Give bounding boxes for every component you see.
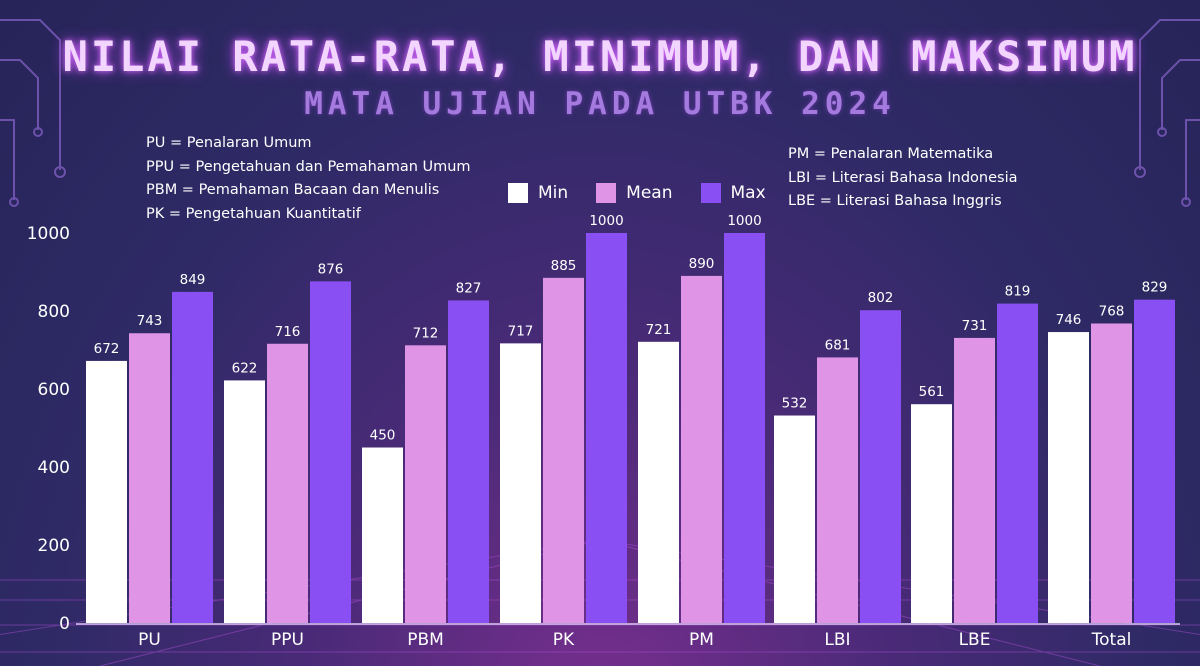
bar-min-pm <box>638 341 679 623</box>
bar-max-lbe <box>997 303 1038 623</box>
abbreviation-list-right: PM = Penalaran Matematika LBI = Literasi… <box>788 143 1018 214</box>
y-tick-label: 1000 <box>27 224 70 244</box>
legend-item-max: Max <box>700 183 766 203</box>
data-label-min-ppu: 622 <box>232 360 258 376</box>
bar-max-lbi <box>860 310 901 623</box>
legend-item-min: Min <box>508 183 568 203</box>
abbreviation-list-left: PU = Penalaran Umum PPU = Pengetahuan da… <box>146 132 471 226</box>
legend-label-mean: Mean <box>626 183 673 203</box>
y-tick-label: 400 <box>38 458 70 478</box>
abbreviation-pu: PU = Penalaran Umum <box>146 135 312 151</box>
data-label-mean-lbi: 681 <box>825 337 851 353</box>
chart-subtitle: MATA UJIAN PADA UTBK 2024 <box>304 86 896 122</box>
data-label-mean-pbm: 712 <box>413 325 439 341</box>
bar-mean-total <box>1091 323 1132 623</box>
bar-mean-pm <box>681 275 722 623</box>
bar-mean-pu <box>129 333 170 623</box>
data-label-max-lbe: 819 <box>1005 284 1031 300</box>
data-label-mean-total: 768 <box>1099 303 1125 319</box>
x-tick-label-pm: PM <box>689 630 714 650</box>
bar-mean-lbe <box>954 337 995 623</box>
chart-title: Nilai Rata-Rata, Minimum, dan Maksimum <box>62 32 1138 81</box>
bar-mean-ppu <box>267 343 308 623</box>
data-label-mean-pu: 743 <box>137 313 163 329</box>
bar-min-pbm <box>362 447 403 623</box>
x-tick-label-lbi: LBI <box>824 630 850 650</box>
data-label-min-pk: 717 <box>508 323 534 339</box>
legend-swatch-mean <box>596 183 617 203</box>
bar-min-lbe <box>911 404 952 623</box>
data-label-max-total: 829 <box>1142 280 1168 296</box>
bar-mean-pbm <box>405 345 446 623</box>
legend-swatch-min <box>508 183 528 203</box>
data-label-mean-ppu: 716 <box>275 324 301 340</box>
abbreviation-pk: PK = Pengetahuan Kuantitatif <box>146 205 361 222</box>
y-tick-label: 600 <box>38 380 70 400</box>
bar-min-pu <box>86 360 127 623</box>
y-tick-label: 800 <box>38 302 70 322</box>
bar-max-ppu <box>310 281 351 623</box>
bar-max-total <box>1134 299 1175 623</box>
x-tick-label-ppu: PPU <box>271 630 304 650</box>
x-tick-label-pbm: PBM <box>407 630 444 650</box>
x-tick-label-lbe: LBE <box>959 630 991 650</box>
bar-min-ppu <box>224 380 265 623</box>
data-label-min-pbm: 450 <box>370 428 396 444</box>
legend-swatch-max <box>700 183 721 203</box>
abbreviation-lbi: LBI = Literasi Bahasa Indonesia <box>788 169 1018 186</box>
data-label-mean-pk: 885 <box>551 258 577 274</box>
x-tick-label-total: Total <box>1091 630 1132 650</box>
x-tick-label-pk: PK <box>553 630 575 650</box>
data-label-max-pm: 1000 <box>727 213 761 229</box>
data-label-min-total: 746 <box>1056 312 1082 328</box>
bar-min-total <box>1048 332 1089 623</box>
data-label-max-pu: 849 <box>180 272 206 288</box>
data-label-max-lbi: 802 <box>868 290 894 306</box>
data-label-mean-pm: 890 <box>689 256 715 272</box>
data-label-max-pk: 1000 <box>589 213 623 229</box>
bar-min-pk <box>500 343 541 623</box>
abbreviation-lbe: LBE = Literasi Bahasa Inggris <box>788 193 1002 209</box>
y-tick-label: 200 <box>38 536 70 556</box>
legend-item-mean: Mean <box>596 183 673 203</box>
bar-min-lbi <box>774 415 815 623</box>
legend-label-min: Min <box>538 183 569 203</box>
data-label-max-pbm: 827 <box>456 280 482 296</box>
bar-max-pu <box>172 291 213 623</box>
data-label-min-pu: 672 <box>94 341 120 357</box>
abbreviation-pm: PM = Penalaran Matematika <box>788 146 994 162</box>
x-tick-label-pu: PU <box>138 630 161 650</box>
bar-max-pm <box>724 233 765 623</box>
legend-label-max: Max <box>730 183 766 203</box>
data-label-min-lbe: 561 <box>919 384 945 400</box>
chart-legend: Min Mean Max <box>508 183 794 203</box>
bar-max-pbm <box>448 300 489 623</box>
y-tick-label: 0 <box>59 614 70 634</box>
abbreviation-pbm: PBM = Pemahaman Bacaan dan Menulis <box>146 182 440 198</box>
bar-max-pk <box>586 233 627 623</box>
data-label-min-pm: 721 <box>646 322 672 338</box>
data-label-max-ppu: 876 <box>318 261 344 277</box>
data-label-min-lbi: 532 <box>782 396 808 412</box>
abbreviation-ppu: PPU = Pengetahuan dan Pemahaman Umum <box>146 158 471 175</box>
data-label-mean-lbe: 731 <box>962 318 988 334</box>
bar-mean-pk <box>543 277 584 623</box>
bar-mean-lbi <box>817 357 858 623</box>
